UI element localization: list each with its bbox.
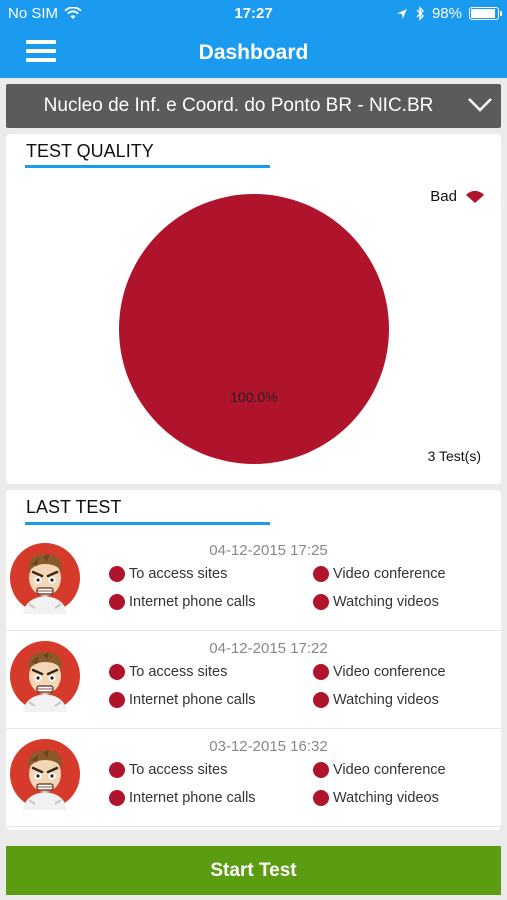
- pie-chart-area: 100.0%: [6, 134, 501, 484]
- red-dot-icon: [109, 790, 125, 806]
- location-arrow-icon: [396, 8, 407, 19]
- chart-legend[interactable]: Bad: [430, 188, 485, 205]
- legend-wedge-icon: [466, 190, 484, 203]
- test-row[interactable]: 04-12-2015 17:25 To access sites Video con…: [6, 534, 501, 631]
- red-dot-icon: [313, 594, 329, 610]
- service-status: Internet phone calls: [109, 692, 256, 708]
- service-status: Watching videos: [313, 692, 439, 708]
- service-label: Internet phone calls: [129, 692, 256, 708]
- angry-user-icon: [9, 738, 81, 810]
- status-right-group: 98%: [396, 5, 502, 22]
- service-label: To access sites: [129, 566, 228, 582]
- red-dot-icon: [313, 790, 329, 806]
- service-status: To access sites: [109, 664, 227, 680]
- service-status: Video conference: [313, 566, 446, 582]
- test-date: 04-12-2015 17:22: [209, 640, 328, 657]
- service-status: Watching videos: [313, 790, 439, 806]
- test-row[interactable]: 04-12-2015 17:22 To access sites Video con…: [6, 632, 501, 729]
- red-dot-icon: [313, 692, 329, 708]
- red-dot-icon: [109, 692, 125, 708]
- service-label: Video conference: [333, 762, 446, 778]
- service-status: Video conference: [313, 664, 446, 680]
- quality-pie-chart: 100.0%: [119, 194, 389, 464]
- service-label: Watching videos: [333, 594, 439, 610]
- wifi-icon: [64, 7, 82, 19]
- battery-percent: 98%: [431, 5, 462, 22]
- service-status: To access sites: [109, 566, 227, 582]
- carrier-label: No SIM: [8, 5, 59, 22]
- provider-selected: Nucleo de Inf. e Coord. do Ponto BR - NI…: [43, 95, 434, 116]
- test-date: 03-12-2015 16:32: [209, 738, 328, 755]
- bluetooth-icon: [416, 6, 424, 21]
- red-dot-icon: [313, 566, 329, 582]
- status-bar: No SIM 17:27 98%: [0, 0, 507, 28]
- service-status: Internet phone calls: [109, 594, 256, 610]
- service-status: Watching videos: [313, 594, 439, 610]
- legend-label: Bad: [430, 188, 457, 205]
- test-quality-card: TEST QUALITY 100.0% Bad 3 Test(s): [6, 134, 501, 484]
- section-divider: [25, 522, 270, 525]
- service-status: To access sites: [109, 762, 227, 778]
- red-dot-icon: [109, 762, 125, 778]
- service-label: Watching videos: [333, 692, 439, 708]
- angry-user-icon: [9, 542, 81, 614]
- red-dot-icon: [313, 762, 329, 778]
- carrier-group: No SIM: [8, 5, 82, 22]
- hamburger-icon[interactable]: [26, 40, 56, 62]
- chevron-down-icon: [468, 98, 492, 112]
- angry-user-icon: [9, 640, 81, 712]
- last-test-card: LAST TEST 04-12-2015 17:25 To access site…: [6, 490, 501, 830]
- test-row[interactable]: 03-12-2015 16:32 To access sites Video con…: [6, 730, 501, 827]
- service-status: Internet phone calls: [109, 790, 256, 806]
- service-label: To access sites: [129, 664, 228, 680]
- pie-slice[interactable]: [119, 194, 389, 464]
- last-test-title: LAST TEST: [26, 497, 122, 517]
- section-divider: [25, 165, 270, 168]
- status-time: 17:27: [234, 5, 273, 22]
- red-dot-icon: [109, 566, 125, 582]
- service-label: To access sites: [129, 762, 228, 778]
- service-label: Video conference: [333, 566, 446, 582]
- tests-count: 3 Test(s): [427, 448, 481, 464]
- test-date: 04-12-2015 17:25: [209, 542, 328, 559]
- service-label: Internet phone calls: [129, 594, 256, 610]
- service-label: Internet phone calls: [129, 790, 256, 806]
- nav-bar: Dashboard: [0, 28, 507, 78]
- pie-slice-label: 100.0%: [230, 389, 277, 405]
- service-label: Video conference: [333, 664, 446, 680]
- service-label: Watching videos: [333, 790, 439, 806]
- service-status: Video conference: [313, 762, 446, 778]
- test-quality-title: TEST QUALITY: [26, 141, 154, 161]
- start-test-button[interactable]: Start Test: [6, 846, 501, 895]
- page-title: Dashboard: [198, 41, 309, 64]
- red-dot-icon: [313, 664, 329, 680]
- red-dot-icon: [109, 664, 125, 680]
- provider-dropdown[interactable]: Nucleo de Inf. e Coord. do Ponto BR - NI…: [6, 84, 501, 128]
- battery-icon: [469, 7, 502, 20]
- red-dot-icon: [109, 594, 125, 610]
